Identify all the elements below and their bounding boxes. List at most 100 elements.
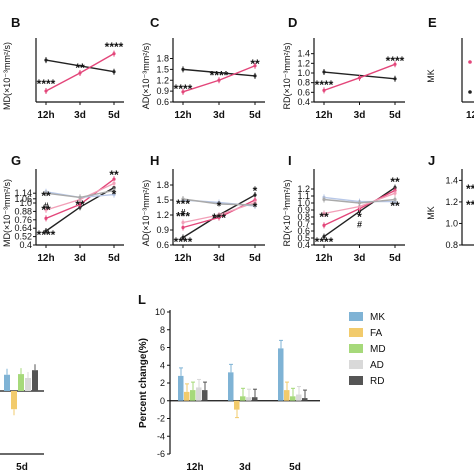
significance-mark: ** (41, 189, 51, 203)
data-point (217, 202, 221, 206)
panel-k: 5d (0, 364, 44, 473)
bar (290, 396, 296, 401)
panel-label: C (150, 15, 160, 30)
legend-swatch (349, 344, 363, 353)
y-tick-label: 1.2 (297, 184, 310, 194)
y-axis-label: MK (426, 69, 436, 83)
y-tick-label: 0.9 (297, 205, 310, 215)
y-tick-label: 0.6 (156, 97, 169, 107)
y-axis-label: RD(×10⁻³mm²/s) (282, 42, 292, 109)
bar (190, 390, 196, 401)
bar (18, 374, 24, 391)
significance-mark: ** (390, 199, 400, 213)
data-point (322, 197, 326, 202)
significance-mark: ** (41, 203, 51, 217)
y-tick-label: 0.9 (156, 86, 169, 96)
y-tick-label: 0.9 (156, 225, 169, 235)
y-axis-label: MD(×10⁻³mm²/s) (2, 179, 12, 247)
data-point (357, 204, 362, 209)
y-tick-label: 1.5 (156, 195, 169, 205)
bar (184, 391, 190, 401)
panel-label: G (11, 153, 21, 168)
y-tick-label: 0.5 (297, 233, 310, 243)
y-tick-label: 1.14 (14, 188, 32, 198)
significance-mark: ** (390, 175, 400, 189)
y-tick-label: 1.2 (156, 75, 169, 85)
bar (202, 390, 208, 401)
y-axis-label: Percent change(%) (138, 338, 149, 428)
x-tick-label: 5d (16, 462, 28, 473)
panel-label: L (138, 292, 146, 307)
x-tick-label: 12h (315, 110, 332, 121)
y-tick-label: 0.4 (19, 240, 32, 250)
y-tick-label: 6 (160, 343, 165, 353)
data-point (393, 77, 397, 81)
y-tick-label: 1.8 (156, 54, 169, 64)
y-axis-label: AD(×10⁻³mm²/s) (141, 43, 151, 110)
y-tick-label: 1.2 (156, 210, 169, 220)
significance-mark: **** (315, 78, 334, 92)
data-point (181, 90, 185, 94)
y-tick-label: 0.88 (14, 206, 32, 216)
significance-mark: *** (176, 210, 190, 224)
data-point (44, 216, 48, 220)
legend-label: RD (370, 376, 384, 387)
y-tick-label: 10 (155, 307, 165, 317)
panel-j: J0.81.01.21.4MK***** (426, 153, 474, 250)
significance-mark: *** (176, 197, 190, 211)
data-point (181, 67, 185, 71)
panel-label: E (428, 15, 437, 30)
x-tick-label: 3d (354, 110, 366, 121)
x-tick-label: 5d (108, 253, 120, 264)
data-point (112, 188, 116, 192)
y-tick-label: 0.6 (297, 87, 310, 97)
panel-i: I 0.40.50.60.70.80.91.01.11.2 RD(×10⁻³mm²/… (282, 153, 405, 264)
y-tick-label: 0.4 (297, 97, 310, 107)
x-tick-label: 3d (213, 110, 225, 121)
significance-mark: * (112, 188, 117, 202)
panel-l: L -6 -4 -2 0 2 4 6 8 10 Percent change(%) 12h 3d 5d MK… (138, 292, 386, 473)
legend-swatch (349, 312, 363, 321)
panel-label: B (11, 15, 20, 30)
x-tick-label: 12h (37, 110, 54, 121)
bar (11, 391, 17, 410)
data-point (357, 76, 362, 80)
bar (234, 400, 240, 410)
x-tick-label: 5d (289, 462, 301, 473)
significance-mark: *** (466, 198, 474, 212)
data-point (253, 64, 257, 68)
data-point (112, 181, 116, 185)
significance-mark: ** (109, 168, 119, 182)
x-tick-label: 12h (37, 253, 54, 264)
y-tick-label: -4 (157, 431, 165, 441)
significance-mark: ** (466, 182, 474, 196)
y-tick-label: 2 (160, 378, 165, 388)
legend-swatch (349, 360, 363, 369)
y-tick-label: 0.76 (14, 215, 32, 225)
x-tick-label: 12h (186, 462, 203, 473)
significance-mark: * (217, 199, 222, 213)
panel-label: D (288, 15, 297, 30)
data-point (393, 197, 397, 202)
significance-mark: **** (315, 235, 334, 249)
data-point (44, 191, 48, 195)
significance-mark: **** (105, 40, 124, 54)
y-tick-label: 1.4 (297, 49, 310, 59)
significance-mark: ** (75, 198, 85, 212)
y-tick-label: -2 (157, 414, 165, 424)
data-point (217, 213, 221, 217)
y-tick-label: 1.0 (297, 68, 310, 78)
significance-mark: # (43, 201, 48, 211)
y-tick-label: 1.2 (445, 197, 458, 207)
data-point (44, 89, 48, 93)
data-point (357, 201, 362, 205)
bar (252, 397, 258, 401)
bar (25, 378, 31, 391)
panel-label: J (428, 153, 435, 168)
bar (246, 397, 252, 401)
legend-label: MK (370, 312, 385, 323)
bar (284, 390, 290, 401)
significance-mark: * (253, 184, 258, 198)
legend-label: MD (370, 344, 386, 355)
bar (240, 396, 246, 401)
